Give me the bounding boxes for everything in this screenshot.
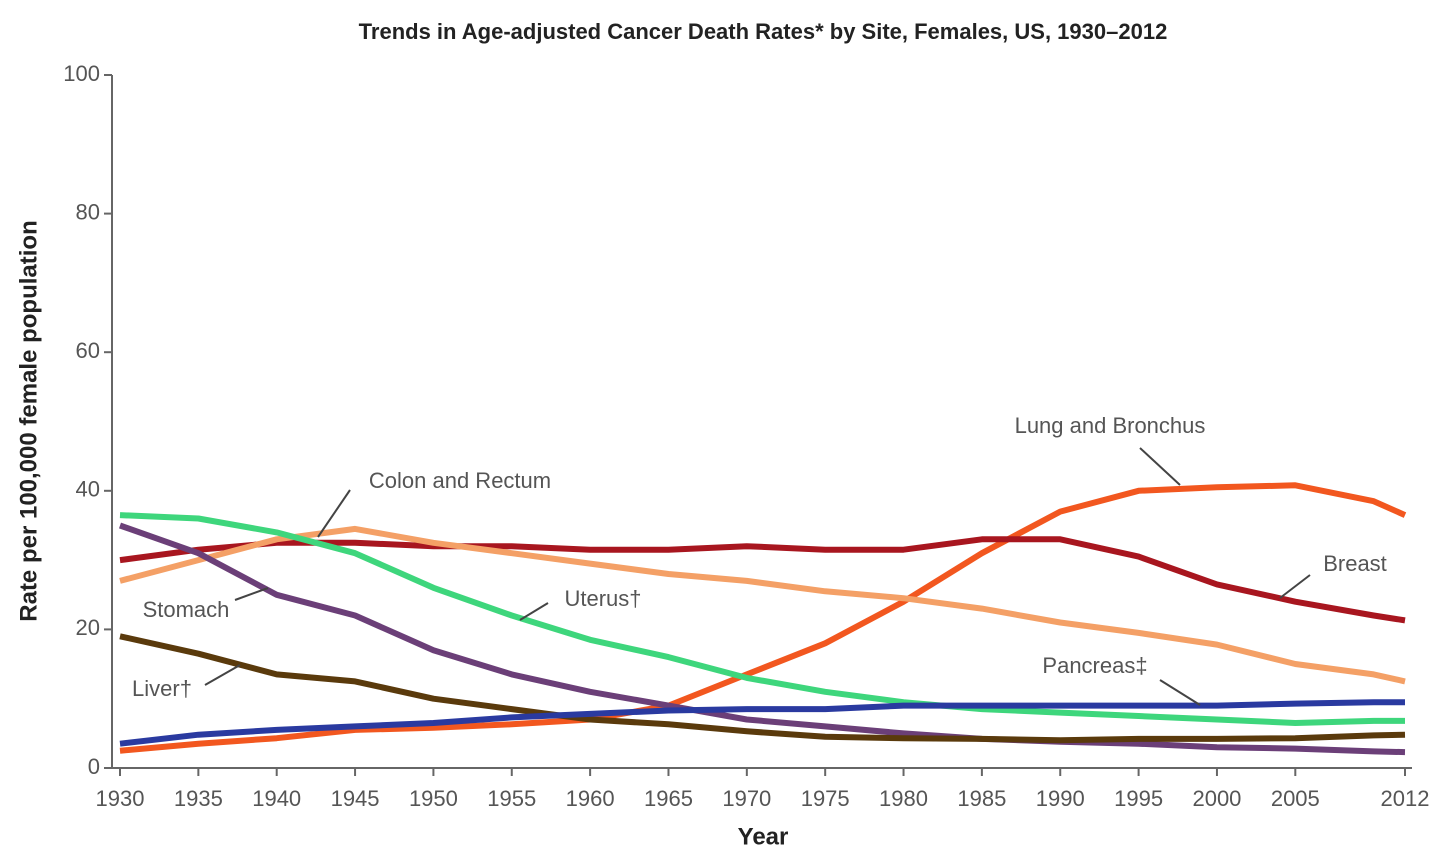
x-tick-label: 2012 xyxy=(1381,786,1430,811)
leader-line xyxy=(519,602,549,621)
x-tick-label: 1995 xyxy=(1114,786,1163,811)
x-tick-label: 1970 xyxy=(722,786,771,811)
series-label: Colon and Rectum xyxy=(369,468,551,493)
x-tick-label: 1960 xyxy=(566,786,615,811)
series-label: Stomach xyxy=(143,597,230,622)
y-tick-label: 20 xyxy=(76,615,100,640)
x-tick-label: 1990 xyxy=(1036,786,1085,811)
series-line xyxy=(119,536,1406,624)
y-tick-label: 40 xyxy=(76,477,100,502)
x-tick-label: 1965 xyxy=(644,786,693,811)
x-tick-label: 1945 xyxy=(331,786,380,811)
x-tick-label: 1985 xyxy=(957,786,1006,811)
x-tick-label: 1950 xyxy=(409,786,458,811)
leader-line xyxy=(234,587,269,601)
x-tick-label: 1935 xyxy=(174,786,223,811)
series-label: Pancreas‡ xyxy=(1042,653,1147,678)
y-tick-label: 100 xyxy=(63,61,100,86)
x-tick-label: 1940 xyxy=(252,786,301,811)
series-line xyxy=(119,633,1406,744)
series-label: Breast xyxy=(1323,551,1387,576)
series-label: Liver† xyxy=(132,676,192,701)
y-tick-label: 0 xyxy=(88,754,100,779)
y-axis-title: Rate per 100,000 female population xyxy=(15,220,42,621)
series-line xyxy=(119,525,1406,685)
series-line xyxy=(119,512,1405,726)
leader-line xyxy=(1159,679,1201,706)
series-label: Lung and Bronchus xyxy=(1015,413,1206,438)
x-tick-label: 1930 xyxy=(96,786,145,811)
y-tick-label: 60 xyxy=(76,338,100,363)
leader-line xyxy=(204,664,241,686)
x-tick-label: 1975 xyxy=(801,786,850,811)
x-tick-label: 2005 xyxy=(1271,786,1320,811)
series-line xyxy=(119,699,1405,747)
x-axis-title: Year xyxy=(738,823,789,850)
y-tick-label: 80 xyxy=(76,199,100,224)
x-tick-label: 2000 xyxy=(1192,786,1241,811)
leader-line xyxy=(1279,574,1311,599)
leader-line xyxy=(1139,447,1181,486)
x-tick-label: 1980 xyxy=(879,786,928,811)
leader-line xyxy=(317,489,351,538)
series-label: Uterus† xyxy=(564,586,641,611)
x-tick-label: 1955 xyxy=(487,786,536,811)
chart-title: Trends in Age-adjusted Cancer Death Rate… xyxy=(359,19,1168,44)
series-line xyxy=(119,522,1406,756)
series-line xyxy=(119,482,1407,754)
